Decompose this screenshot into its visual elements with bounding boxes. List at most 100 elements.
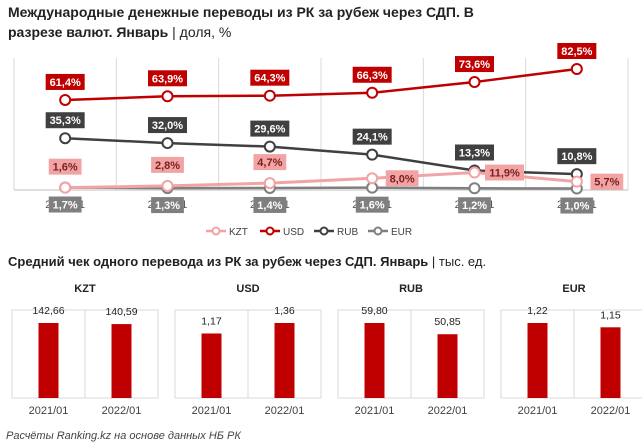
data-label-text: 13,3%: [459, 147, 490, 159]
bar-section-title-text: Средний чек одного перевода из РК за руб…: [8, 254, 429, 269]
bar-value-label: 140,59: [105, 306, 137, 318]
series-line-usd: [65, 67, 577, 102]
bar-panel-title: RUB: [399, 283, 423, 295]
data-label-usd: 66,3%: [352, 66, 392, 83]
data-label-text: 1,3%: [155, 200, 180, 212]
data-label-text: 73,6%: [459, 59, 490, 71]
data-label-usd: 61,4%: [45, 73, 85, 90]
marker-rub: [161, 137, 174, 150]
line-chart-unit: | доля, %: [172, 24, 232, 40]
bar-panel-frame: [500, 309, 642, 399]
data-label-text: 1,0%: [564, 201, 589, 213]
bar-category-label: 2021/01: [29, 405, 69, 417]
bar-value-label: 1,15: [600, 309, 621, 321]
data-label-text: 1,4%: [257, 200, 282, 212]
data-label-box: [455, 56, 494, 73]
marker-rub: [263, 140, 276, 153]
bar-category-label: 2022/01: [265, 405, 305, 417]
marker-kzt: [366, 172, 379, 185]
data-label-box: [352, 128, 392, 145]
data-label-rub: 10,8%: [557, 148, 597, 165]
legend-label: EUR: [391, 227, 412, 238]
legend-item-usd: USD: [260, 226, 304, 238]
marker-kzt: [263, 177, 276, 190]
legend-label: USD: [283, 227, 304, 238]
bar-panel-rub: RUB 59,80 2021/01 50,85 2022/01: [337, 283, 485, 417]
data-label-kzt: 11,9%: [485, 164, 524, 181]
line-chart-title-text: Международные денежные переводы из РК за…: [8, 4, 474, 40]
data-label-text: 32,0%: [152, 120, 183, 132]
data-label-usd: 73,6%: [455, 56, 494, 73]
data-label-rub: 13,3%: [455, 144, 494, 161]
data-label-eur: 1,3%: [151, 197, 184, 214]
bar-value-label: 59,80: [361, 305, 387, 317]
line-chart: 2017/012018/012019/012020/012021/012022/…: [13, 43, 629, 238]
data-label-box: [151, 197, 184, 214]
bar-value-label: 142,66: [32, 305, 64, 317]
data-label-text: 1,6%: [53, 162, 78, 174]
line-chart-title: Международные денежные переводы из РК за…: [8, 2, 488, 42]
bar: [527, 323, 548, 398]
data-label-box: [557, 43, 597, 59]
bar-value-label: 1,36: [274, 305, 295, 317]
bar-panel-title: EUR: [562, 283, 585, 295]
legend-item-rub: RUB: [314, 226, 358, 238]
data-label-box: [148, 117, 187, 134]
data-label-box: [151, 156, 184, 173]
bar-panel-usd: USD 1,17 2021/01 1,36 2022/01: [174, 283, 322, 417]
bar: [274, 323, 295, 398]
marker-usd: [59, 93, 72, 106]
data-label-rub: 35,3%: [45, 112, 85, 129]
marker-usd: [161, 90, 174, 103]
data-label-box: [458, 197, 491, 214]
data-label-usd: 64,3%: [250, 69, 290, 86]
bar-category-label: 2022/01: [102, 405, 142, 417]
bar-category-label: 2021/01: [355, 405, 395, 417]
legend-swatch-marker: [265, 226, 275, 236]
bar: [364, 323, 385, 398]
data-label-text: 5,7%: [594, 177, 619, 189]
bar-panel-kzt: KZT 142,66 2021/01 140,59 2022/01: [11, 283, 159, 417]
legend-label: RUB: [337, 227, 358, 238]
data-label-text: 63,9%: [152, 73, 183, 85]
bar: [38, 323, 59, 398]
marker-kzt: [59, 181, 72, 194]
marker-usd: [570, 63, 583, 75]
legend-label: KZT: [229, 227, 248, 238]
data-label-usd: 82,5%: [557, 43, 597, 59]
data-label-box: [253, 196, 287, 213]
data-label-eur: 1,7%: [48, 196, 82, 213]
bar-category-label: 2022/01: [591, 405, 631, 417]
data-label-text: 1,2%: [462, 200, 487, 212]
bar-category-label: 2022/01: [428, 405, 468, 417]
bar: [111, 324, 132, 398]
data-label-box: [455, 144, 494, 161]
legend-swatch-marker: [319, 226, 329, 236]
data-label-text: 64,3%: [254, 73, 285, 85]
marker-kzt: [468, 166, 481, 179]
marker-rub: [59, 132, 72, 145]
data-label-usd: 63,9%: [148, 70, 187, 87]
data-label-text: 4,7%: [257, 157, 282, 169]
bar-category-label: 2021/01: [192, 405, 232, 417]
data-label-box: [557, 148, 597, 165]
data-label-kzt: 5,7%: [590, 173, 624, 190]
data-label-text: 29,6%: [254, 124, 285, 136]
source-note: Расчёты Ranking.kz на основе данных НБ Р…: [6, 430, 241, 442]
bar-value-label: 50,85: [434, 316, 460, 328]
data-label-box: [253, 154, 287, 171]
bar: [201, 333, 222, 398]
data-label-text: 1,7%: [53, 200, 78, 212]
legend-swatch-marker: [211, 226, 221, 236]
series-line-eur: [65, 186, 577, 190]
marker-usd: [468, 76, 481, 89]
data-label-rub: 29,6%: [250, 120, 290, 137]
bar-panel-eur: EUR 1,22 2021/01 1,15 2022/01: [500, 283, 642, 417]
bar: [600, 327, 621, 398]
data-label-eur: 1,2%: [458, 197, 491, 214]
bar-section-title: Средний чек одного перевода из РК за руб…: [8, 253, 638, 271]
data-label-box: [352, 66, 392, 83]
data-label-box: [45, 73, 85, 90]
bar-value-label: 1,22: [527, 305, 548, 317]
